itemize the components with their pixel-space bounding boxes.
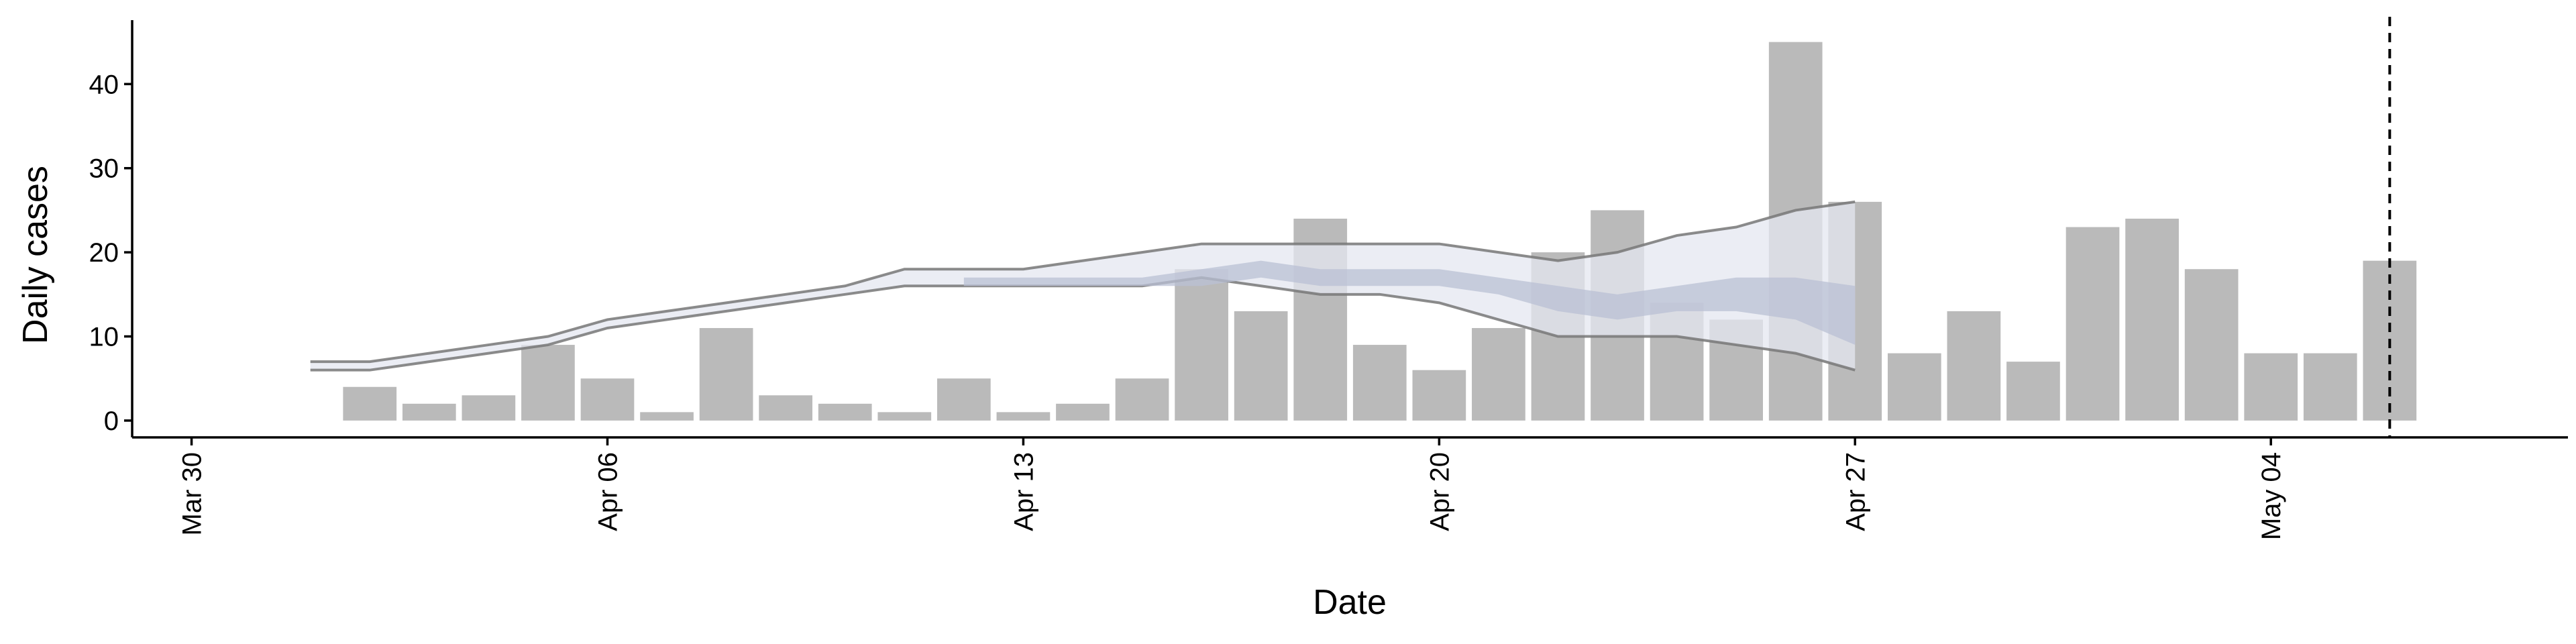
y-tick-label: 40: [89, 70, 119, 99]
bar: [2244, 353, 2298, 421]
interval-upper-line: [310, 200, 1856, 364]
x-tick-label: May 04: [2257, 452, 2286, 540]
x-axis-title: Date: [1313, 583, 1387, 622]
bar: [877, 412, 932, 421]
x-tick-label: Apr 27: [1841, 452, 1870, 531]
bar: [1352, 345, 1407, 421]
bar: [343, 386, 397, 421]
bar: [1115, 378, 1169, 421]
bar: [640, 412, 694, 421]
bar: [1412, 370, 1466, 421]
y-tick-label: 20: [89, 238, 119, 268]
bar: [1887, 353, 1941, 421]
bar: [996, 412, 1051, 421]
bar: [937, 378, 991, 421]
x-tick-label: Apr 06: [593, 452, 623, 531]
bar: [2125, 218, 2179, 421]
bar: [818, 403, 872, 421]
bar: [2006, 362, 2060, 421]
bar: [1234, 311, 1288, 421]
bar: [2303, 353, 2357, 421]
interval-band: [963, 260, 1856, 345]
x-tick-label: Apr 13: [1009, 452, 1038, 531]
x-tick-label: Mar 30: [178, 452, 207, 536]
bar: [1947, 311, 2001, 421]
bar: [1472, 327, 1525, 421]
bar: [580, 378, 635, 421]
bar: [1056, 403, 1110, 421]
bar: [759, 395, 813, 421]
bar: [1175, 269, 1228, 421]
bar: [402, 403, 456, 421]
y-axis-title: Daily cases: [16, 166, 55, 344]
x-tick-label: Apr 20: [1425, 452, 1454, 531]
y-tick-label: 0: [104, 407, 119, 436]
bar: [699, 327, 753, 421]
bar: [462, 395, 516, 421]
y-tick-label: 30: [89, 154, 119, 184]
bar: [2065, 227, 2120, 421]
bar: [521, 345, 575, 421]
bar: [2184, 269, 2239, 421]
y-tick-label: 10: [89, 323, 119, 352]
